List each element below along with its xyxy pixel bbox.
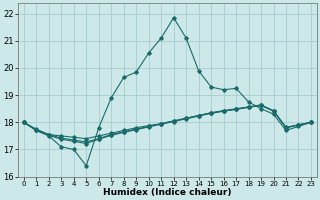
X-axis label: Humidex (Indice chaleur): Humidex (Indice chaleur) [103,188,232,197]
